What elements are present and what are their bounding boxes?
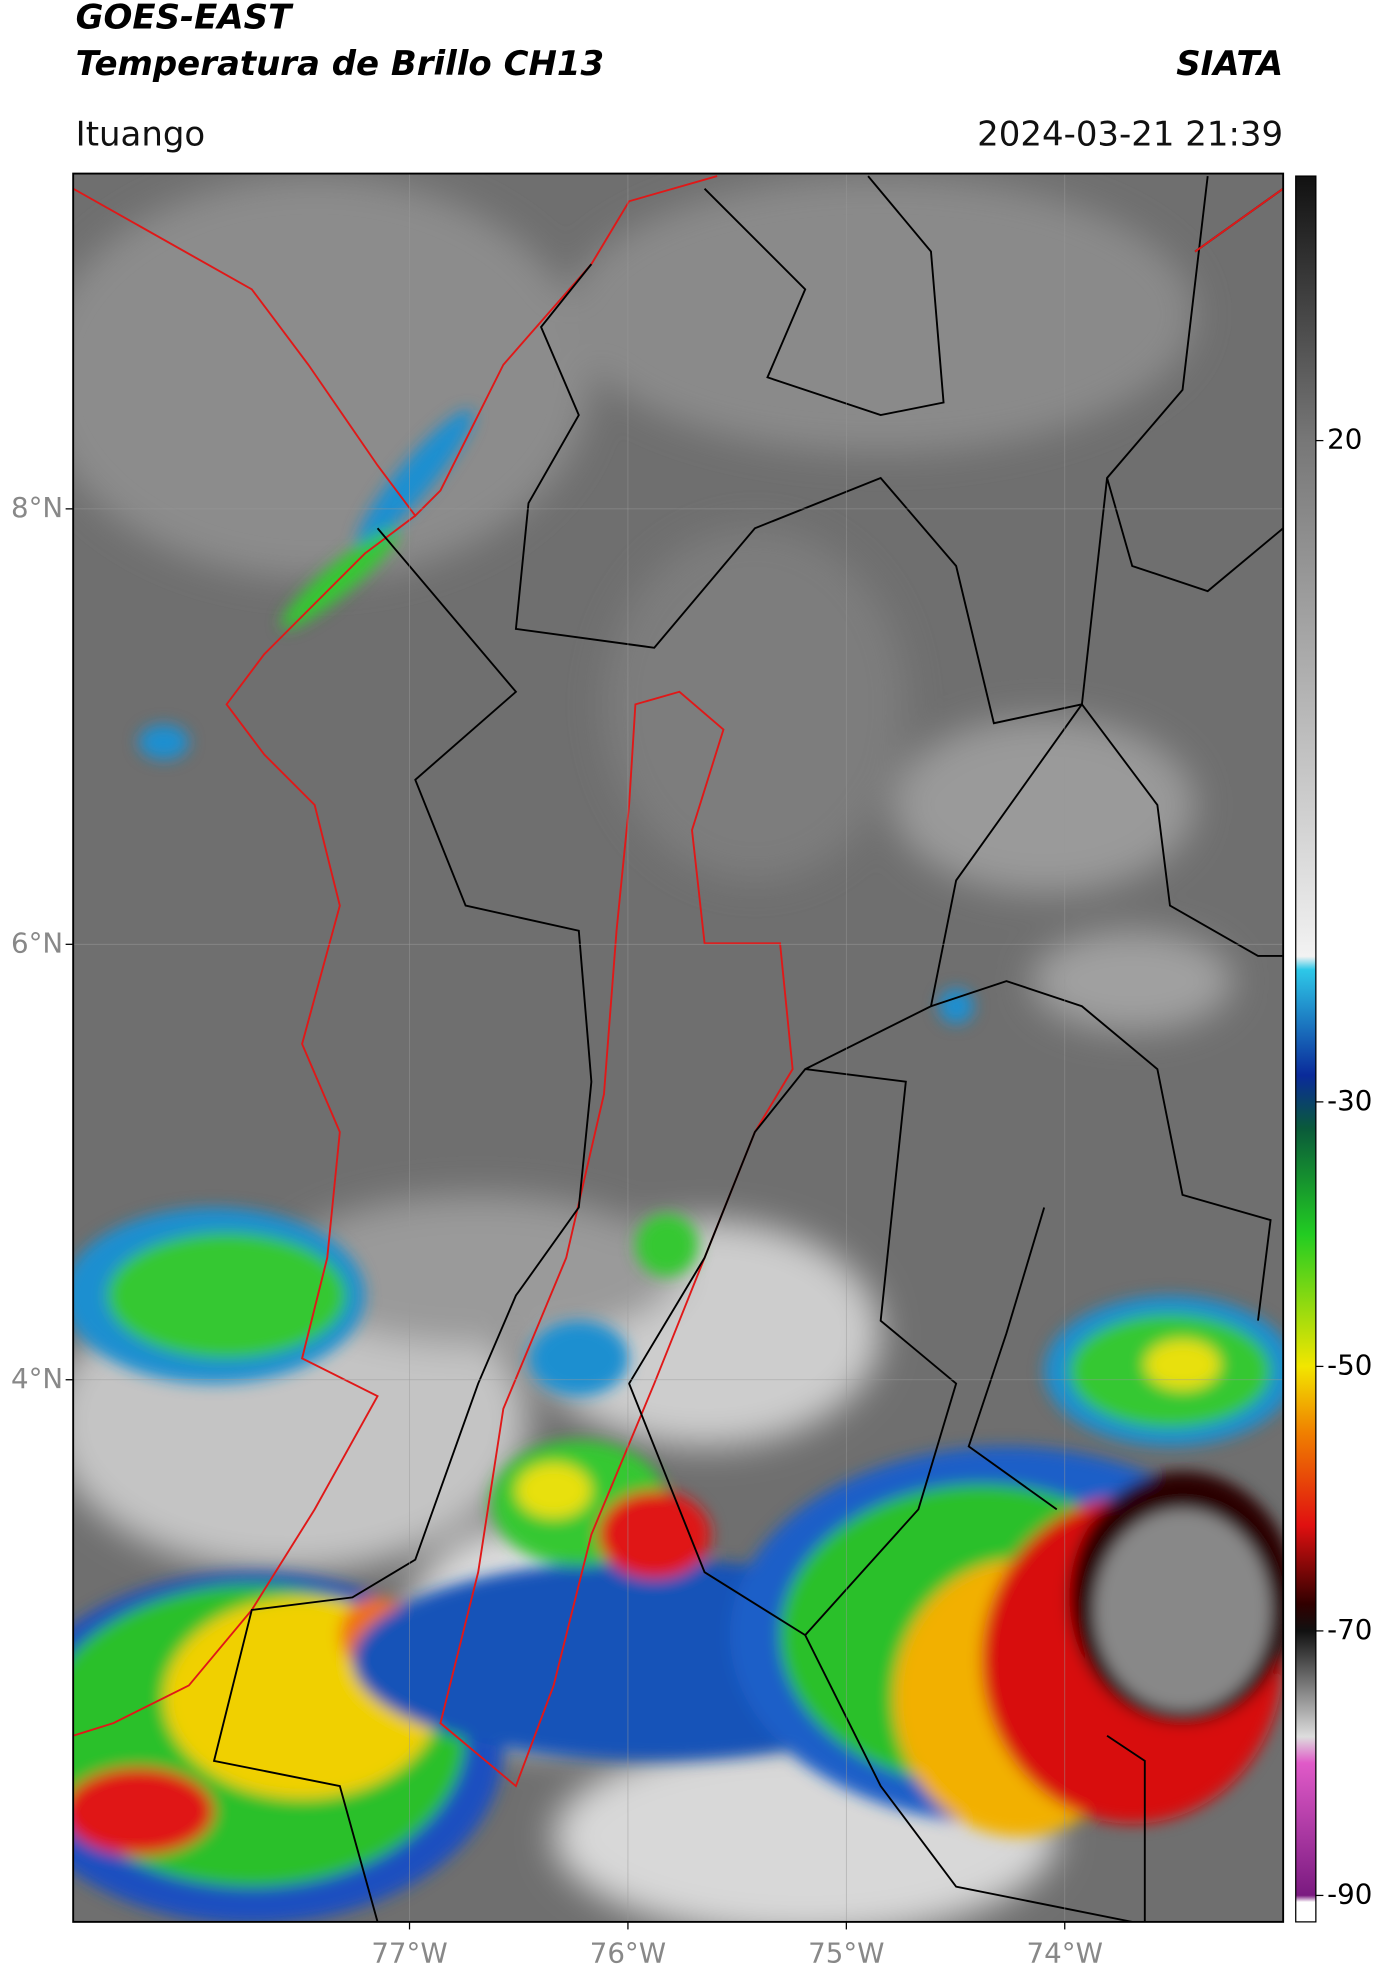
colorbar-label: 20 [1327,423,1362,456]
colorbar-label: -70 [1327,1613,1372,1646]
colorbar-label: -90 [1327,1877,1372,1910]
subtitle: Temperatura de Brillo CH13 [76,44,604,84]
lon-label: 74°W [1027,1937,1103,1970]
lon-label: 77°W [371,1937,447,1970]
title: GOES-EAST [76,0,294,37]
lon-label: 76°W [590,1937,666,1970]
colorbar-label: -30 [1327,1084,1372,1117]
lat-label: 8°N [11,491,63,524]
colorbar-label: -50 [1327,1348,1372,1381]
lon-label: 75°W [808,1937,884,1970]
lat-label: 4°N [11,1362,63,1395]
map-frame [72,172,1285,1923]
lat-label: 6°N [11,926,63,959]
map-image [73,173,1284,1922]
colorbar [1295,175,1317,1923]
source: SIATA [1176,44,1283,84]
location: Ituango [76,114,206,154]
datetime: 2024-03-21 21:39 [977,114,1283,154]
